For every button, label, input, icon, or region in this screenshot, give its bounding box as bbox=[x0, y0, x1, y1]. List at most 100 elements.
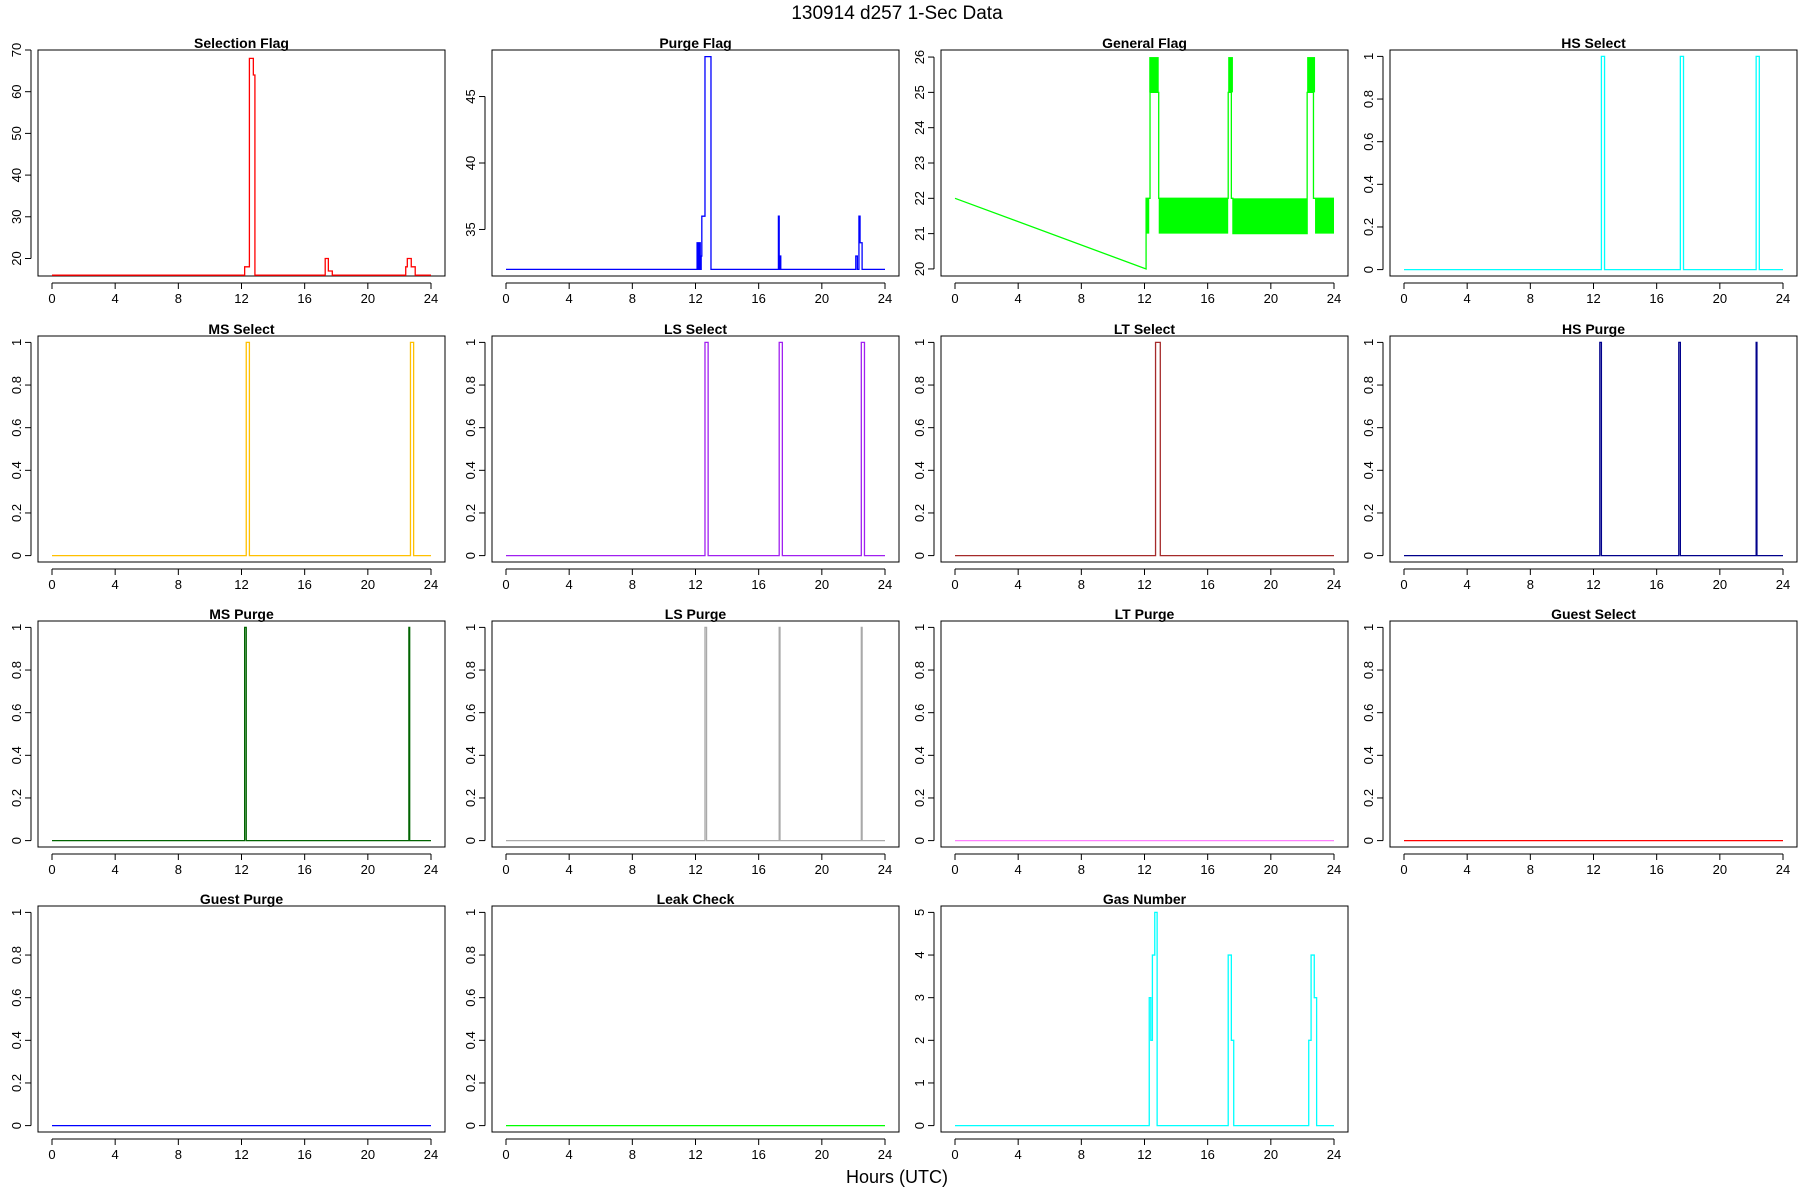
data-point bbox=[1228, 92, 1229, 93]
y-tick-label: 70 bbox=[9, 43, 24, 57]
data-point bbox=[1155, 342, 1156, 343]
y-tick-label: 0.8 bbox=[9, 661, 24, 679]
data-point bbox=[704, 56, 705, 57]
y-tick-label: 26 bbox=[912, 50, 927, 64]
data-point bbox=[1307, 233, 1308, 234]
x-tick-label: 20 bbox=[1713, 577, 1727, 592]
data-point bbox=[855, 269, 856, 270]
x-tick-label: 20 bbox=[1264, 577, 1278, 592]
y-tick-label: 1 bbox=[912, 624, 927, 631]
y-tick-label: 0.8 bbox=[463, 376, 478, 394]
x-tick-label: 12 bbox=[1586, 577, 1600, 592]
data-point bbox=[411, 258, 412, 259]
y-tick-label: 0 bbox=[463, 1122, 478, 1129]
data-point bbox=[407, 266, 408, 267]
y-tick-label: 0.2 bbox=[1361, 504, 1376, 522]
x-axis-label: Hours (UTC) bbox=[846, 1167, 948, 1187]
data-point bbox=[1307, 92, 1308, 93]
data-point bbox=[246, 840, 247, 841]
x-tick-label: 8 bbox=[1078, 577, 1085, 592]
data-point bbox=[505, 555, 506, 556]
data-point bbox=[1604, 269, 1605, 270]
panel-title: General Flag bbox=[1102, 35, 1187, 51]
data-point bbox=[505, 1125, 506, 1126]
x-tick-label: 24 bbox=[878, 1147, 892, 1162]
data-point bbox=[1756, 555, 1757, 556]
x-tick-label: 8 bbox=[629, 862, 636, 877]
x-tick-label: 0 bbox=[1400, 291, 1407, 306]
panel-title: Gas Number bbox=[1103, 891, 1187, 907]
y-tick-label: 0.4 bbox=[463, 746, 478, 764]
data-point bbox=[1145, 268, 1146, 269]
data-point bbox=[1601, 555, 1602, 556]
panel-title: LS Select bbox=[664, 321, 727, 337]
data-point bbox=[1311, 1040, 1312, 1041]
panel-title: LS Purge bbox=[665, 606, 727, 622]
x-tick-label: 24 bbox=[424, 862, 438, 877]
x-tick-label: 20 bbox=[1713, 862, 1727, 877]
data-point bbox=[782, 342, 783, 343]
data-point bbox=[1228, 1125, 1229, 1126]
y-tick-label: 0.2 bbox=[9, 1074, 24, 1092]
data-point bbox=[1228, 954, 1229, 955]
data-point bbox=[1149, 92, 1150, 93]
x-tick-label: 20 bbox=[1264, 1147, 1278, 1162]
x-tick-label: 0 bbox=[951, 291, 958, 306]
data-point bbox=[779, 216, 780, 217]
x-tick-label: 8 bbox=[1527, 862, 1534, 877]
data-point bbox=[1316, 1125, 1317, 1126]
x-tick-label: 12 bbox=[234, 1147, 248, 1162]
data-point bbox=[1316, 997, 1317, 998]
y-tick-label: 1 bbox=[1361, 53, 1376, 60]
y-tick-label: 0.6 bbox=[912, 419, 927, 437]
data-point bbox=[253, 74, 254, 75]
panel-selection-flag: Selection Flag 0 4 8 12 16 20 24 20 30 40 50 60 70 bbox=[9, 35, 446, 306]
y-tick-label: 0.4 bbox=[9, 1031, 24, 1049]
data-point bbox=[1782, 555, 1783, 556]
data-point bbox=[410, 555, 411, 556]
data-point bbox=[1403, 840, 1404, 841]
y-tick-label: 0.6 bbox=[9, 704, 24, 722]
data-point bbox=[1756, 56, 1757, 57]
y-tick-label: 35 bbox=[463, 222, 478, 236]
data-point bbox=[1149, 997, 1150, 998]
panel-purge-flag: Purge Flag 0 4 8 12 16 20 24 35 40 45 bbox=[463, 35, 900, 306]
data-point bbox=[780, 269, 781, 270]
x-tick-label: 8 bbox=[1078, 291, 1085, 306]
data-point bbox=[407, 258, 408, 259]
x-tick-label: 24 bbox=[1776, 862, 1790, 877]
data-point bbox=[405, 275, 406, 276]
y-tick-label: 0.6 bbox=[1361, 704, 1376, 722]
y-tick-label: 0.6 bbox=[1361, 133, 1376, 151]
data-point bbox=[409, 840, 410, 841]
data-point bbox=[1308, 1125, 1309, 1126]
data-point bbox=[701, 216, 702, 217]
y-tick-label: 0 bbox=[463, 837, 478, 844]
x-tick-label: 20 bbox=[1713, 291, 1727, 306]
data-point bbox=[1313, 198, 1314, 199]
data-point bbox=[859, 216, 860, 217]
panel-ls-select: LS Select 0 4 8 12 16 20 24 0 0.2 0.4 0.6 0.8 1 bbox=[463, 321, 900, 592]
data-point bbox=[430, 840, 431, 841]
plot-frame bbox=[37, 620, 446, 848]
y-tick-label: 40 bbox=[463, 156, 478, 170]
plot-frame bbox=[491, 620, 900, 848]
x-tick-label: 0 bbox=[48, 862, 55, 877]
y-tick-label: 0.6 bbox=[9, 989, 24, 1007]
data-point bbox=[1157, 1125, 1158, 1126]
data-point bbox=[861, 555, 862, 556]
data-point bbox=[413, 342, 414, 343]
data-point bbox=[884, 269, 885, 270]
data-point bbox=[249, 58, 250, 59]
x-tick-label: 12 bbox=[1137, 862, 1151, 877]
x-tick-label: 16 bbox=[297, 577, 311, 592]
data-point bbox=[1782, 840, 1783, 841]
page-title: 130914 d257 1-Sec Data bbox=[791, 3, 1003, 24]
data-point bbox=[51, 840, 52, 841]
data-point bbox=[1157, 912, 1158, 913]
data-point bbox=[779, 840, 780, 841]
x-tick-label: 24 bbox=[1327, 1147, 1341, 1162]
x-tick-label: 0 bbox=[48, 577, 55, 592]
data-point bbox=[332, 275, 333, 276]
